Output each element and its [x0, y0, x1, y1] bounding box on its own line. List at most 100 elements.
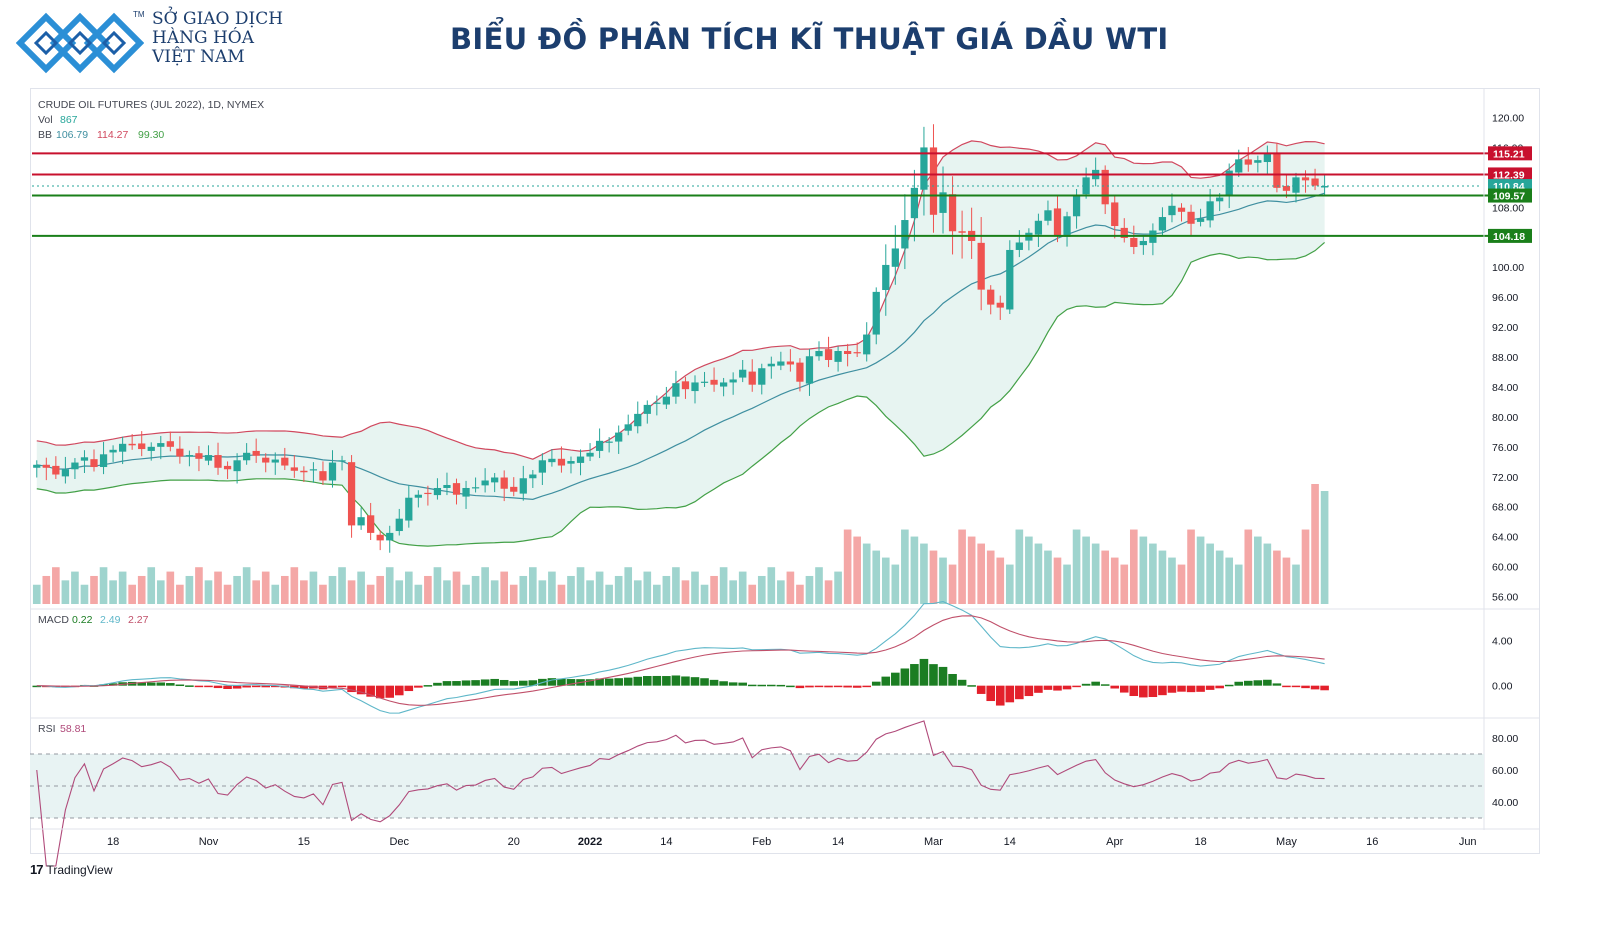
macd-histogram-bar	[385, 685, 395, 698]
macd-histogram-bar	[347, 685, 356, 693]
candle-body	[262, 457, 270, 463]
time-axis-tick: Apr	[1106, 836, 1123, 848]
volume-bar	[185, 575, 194, 604]
bb-legend-label: BB	[38, 129, 52, 141]
volume-bar	[557, 584, 566, 604]
brand-line-1: SỞ GIAO DỊCH	[152, 9, 284, 29]
candle-body	[405, 497, 413, 521]
volume-bar	[967, 536, 976, 604]
tradingview-logo[interactable]: 17 TradingView	[30, 862, 113, 877]
macd-histogram-bar	[185, 685, 194, 687]
volume-bar	[376, 575, 385, 604]
macd-histogram-bar	[767, 684, 776, 687]
volume-bar	[662, 575, 671, 604]
macd-histogram-bar	[490, 678, 499, 686]
tradingview-mark-icon: 17	[30, 862, 44, 877]
volume-bar	[166, 571, 175, 604]
candle-body	[1158, 217, 1167, 231]
macd-histogram-bar	[1177, 685, 1186, 692]
volume-bar	[1292, 564, 1300, 604]
volume-bar	[1320, 491, 1329, 604]
volume-bar	[1034, 543, 1043, 604]
candle-body	[338, 460, 346, 462]
macd-histogram-bar	[270, 685, 280, 688]
time-axis-tick: 14	[660, 836, 672, 848]
macd-histogram-bar	[690, 677, 700, 686]
volume-bar	[1101, 550, 1110, 604]
macd-histogram-bar	[652, 675, 662, 686]
candle-body	[882, 264, 890, 291]
price-tag-label: 104.18	[1493, 231, 1525, 243]
resistance-price-tag	[1488, 146, 1532, 161]
macd-histogram-bar	[995, 685, 1005, 706]
candle-body	[347, 462, 356, 526]
volume-bar	[1301, 529, 1310, 604]
volume-bar	[1244, 529, 1253, 604]
macd-histogram-bar	[471, 680, 480, 686]
macd-histogram-bar	[423, 685, 433, 687]
macd-histogram-bar	[1053, 685, 1062, 691]
candle-body	[510, 486, 518, 492]
candle-body	[681, 381, 690, 390]
macd-histogram-bar	[776, 684, 786, 687]
candle-body	[872, 291, 880, 335]
candle-body	[767, 363, 775, 367]
volume-bar	[271, 584, 280, 604]
price-axis-tick: 88.00	[1492, 352, 1518, 364]
candle-body	[281, 457, 289, 466]
candle-body	[185, 455, 194, 457]
volume-bar	[719, 567, 728, 604]
macd-histogram-bar	[1005, 685, 1015, 703]
candle-body	[99, 454, 108, 468]
volume-bar	[977, 543, 985, 604]
volume-bar	[176, 584, 184, 604]
macd-line	[36, 600, 1325, 714]
candle-body	[844, 351, 852, 355]
candle-body	[643, 404, 651, 414]
volume-bar	[853, 536, 861, 604]
macd-histogram-bar	[976, 685, 986, 694]
candle-body	[758, 368, 766, 385]
volume-bar	[1110, 557, 1119, 604]
macd-histogram-bar	[871, 681, 881, 686]
macd-histogram-bar	[251, 685, 261, 688]
macd-histogram-bar	[671, 675, 681, 686]
volume-bar	[1015, 529, 1024, 604]
volume-bar	[137, 575, 146, 604]
candle-body	[367, 515, 375, 533]
macd-histogram-bar	[528, 680, 538, 686]
volume-bar	[710, 575, 718, 604]
macd-histogram-bar	[1139, 685, 1148, 698]
price-tag-label: 115.21	[1493, 148, 1525, 160]
candle-body	[1216, 197, 1224, 202]
volume-bar	[815, 567, 823, 604]
candle-body	[1015, 242, 1023, 250]
macd-histogram-bar	[1310, 685, 1320, 690]
volume-bar	[1120, 564, 1129, 604]
volume-bar	[824, 580, 833, 604]
bb-lower-value: 99.30	[138, 129, 164, 141]
candle-body	[80, 457, 89, 461]
candle-body	[691, 382, 699, 392]
candle-body	[1082, 177, 1090, 195]
time-axis-tick: Jun	[1459, 836, 1477, 848]
volume-bar	[958, 529, 966, 604]
price-axis-tick: 72.00	[1492, 472, 1518, 484]
macd-histogram-bar	[404, 685, 414, 692]
volume-bar	[309, 571, 318, 604]
brand-name: SỞ GIAO DỊCH HÀNG HÓA VIỆT NAM	[152, 10, 283, 67]
candle-body	[252, 450, 260, 456]
macd-histogram-bar	[1291, 685, 1301, 688]
price-axis-tick: 100.00	[1492, 262, 1524, 274]
volume-bar	[681, 580, 690, 604]
volume-bar	[90, 575, 98, 604]
candle-body	[61, 469, 70, 477]
macd-histogram-bar	[1062, 685, 1072, 690]
volume-bar	[738, 571, 747, 604]
candle-body	[748, 371, 756, 385]
candle-body	[500, 477, 508, 489]
macd-histogram-bar	[99, 684, 108, 686]
macd-histogram-bar	[1263, 679, 1272, 686]
macd-histogram-bar	[1186, 685, 1196, 693]
